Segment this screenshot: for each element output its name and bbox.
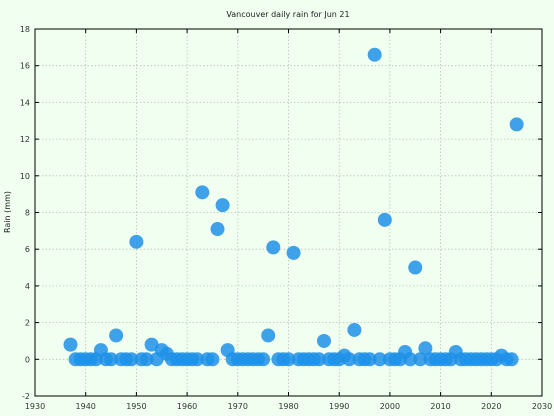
x-tick-label: 1930 — [25, 402, 45, 411]
y-tick-label: 16 — [20, 62, 30, 71]
x-tick-label: 1960 — [177, 402, 197, 411]
data-point — [413, 352, 428, 367]
data-point — [205, 352, 220, 367]
chart-title: Vancouver daily rain for Jun 21 — [226, 10, 349, 19]
x-tick-label: 1940 — [76, 402, 96, 411]
data-point — [256, 352, 271, 367]
data-point — [372, 352, 387, 367]
data-point — [215, 198, 230, 213]
y-axis-title: Rain (mm) — [3, 191, 12, 233]
data-point — [286, 245, 301, 260]
y-tick-label: -2 — [22, 392, 30, 401]
x-tick-label: 2020 — [481, 402, 501, 411]
data-point — [509, 117, 524, 132]
data-point — [347, 322, 362, 337]
data-point — [316, 333, 331, 348]
data-point — [129, 234, 144, 249]
x-tick-label: 2030 — [532, 402, 552, 411]
data-point — [408, 260, 423, 275]
data-point — [261, 328, 276, 343]
data-point — [195, 185, 210, 200]
x-tick-label: 2010 — [430, 402, 450, 411]
data-point — [266, 240, 281, 255]
grid-lines — [35, 29, 542, 396]
data-point — [342, 352, 357, 367]
data-point — [362, 352, 377, 367]
data-point — [139, 352, 154, 367]
y-tick-label: 14 — [20, 98, 30, 107]
y-tick-label: 6 — [25, 245, 30, 254]
data-point — [104, 352, 119, 367]
y-tick-label: 8 — [25, 209, 30, 218]
x-tick-label: 1970 — [228, 402, 248, 411]
data-point — [504, 352, 519, 367]
y-tick-label: 12 — [20, 135, 30, 144]
data-point — [109, 328, 124, 343]
y-tick-label: 10 — [20, 172, 30, 181]
data-point — [190, 352, 205, 367]
data-point — [377, 212, 392, 227]
y-tick-label: 0 — [25, 355, 30, 364]
x-tick-label: 1990 — [329, 402, 349, 411]
data-point — [281, 352, 296, 367]
data-point — [311, 352, 326, 367]
y-tick-label: 18 — [20, 25, 30, 34]
data-point — [367, 47, 382, 62]
y-tick-label: 2 — [25, 319, 30, 328]
axis-ticks: 1930 1940 1950 1960 1970 1980 1990 2000 2010 2020… — [20, 25, 552, 411]
x-tick-label: 1980 — [278, 402, 298, 411]
x-tick-label: 1950 — [126, 402, 146, 411]
x-tick-label: 2000 — [380, 402, 400, 411]
data-points — [63, 47, 524, 367]
data-point — [403, 352, 418, 367]
y-tick-label: 4 — [25, 282, 30, 291]
data-point — [210, 222, 225, 237]
data-point — [63, 337, 78, 352]
data-point — [124, 352, 139, 367]
data-point — [418, 341, 433, 356]
